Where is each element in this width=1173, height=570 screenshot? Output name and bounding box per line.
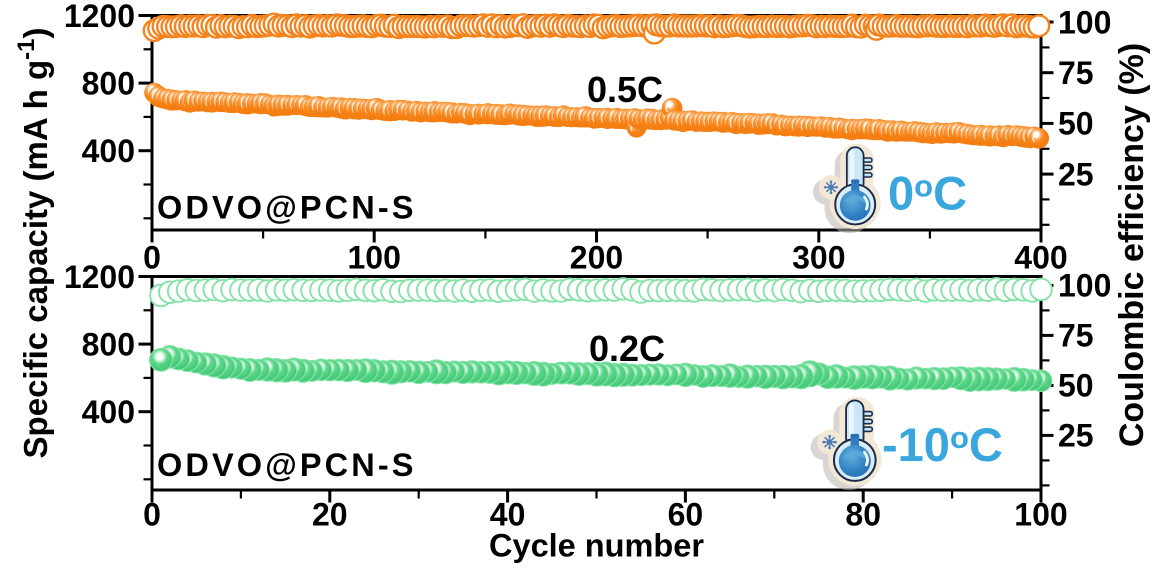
svg-text:25: 25 — [1058, 418, 1094, 454]
svg-text:50: 50 — [1058, 368, 1094, 404]
svg-text:100: 100 — [348, 240, 401, 276]
svg-text:40: 40 — [490, 497, 526, 533]
svg-text:0: 0 — [143, 240, 161, 276]
svg-text:100: 100 — [1014, 497, 1067, 533]
svg-text:Coulombic efficiency (%): Coulombic efficiency (%) — [1113, 43, 1151, 447]
svg-text:ODVO@PCN-S: ODVO@PCN-S — [157, 447, 417, 483]
svg-text:300: 300 — [792, 240, 845, 276]
svg-text:20: 20 — [312, 497, 348, 533]
svg-text:0: 0 — [143, 497, 161, 533]
svg-text:1200: 1200 — [64, 259, 135, 295]
svg-text:0oC: 0oC — [888, 167, 967, 220]
svg-text:800: 800 — [82, 65, 135, 101]
svg-text:75: 75 — [1058, 55, 1094, 91]
svg-text:100: 100 — [1058, 268, 1111, 304]
svg-text:75: 75 — [1058, 318, 1094, 354]
svg-text:60: 60 — [668, 497, 704, 533]
svg-text:1200: 1200 — [64, 0, 135, 34]
svg-text:400: 400 — [82, 394, 135, 430]
svg-text:-10oC: -10oC — [882, 418, 1003, 471]
svg-text:100: 100 — [1058, 4, 1111, 40]
svg-text:0.5C: 0.5C — [587, 69, 663, 110]
svg-text:50: 50 — [1058, 106, 1094, 142]
svg-text:25: 25 — [1058, 156, 1094, 192]
svg-text:Specific capacity (mA h g-1): Specific capacity (mA h g-1) — [13, 28, 54, 459]
svg-text:800: 800 — [82, 326, 135, 362]
svg-text:400: 400 — [82, 133, 135, 169]
svg-text:ODVO@PCN-S: ODVO@PCN-S — [157, 189, 417, 225]
svg-text:80: 80 — [845, 497, 881, 533]
svg-text:400: 400 — [1014, 240, 1067, 276]
svg-text:200: 200 — [570, 240, 623, 276]
svg-text:Cycle number: Cycle number — [489, 528, 704, 564]
